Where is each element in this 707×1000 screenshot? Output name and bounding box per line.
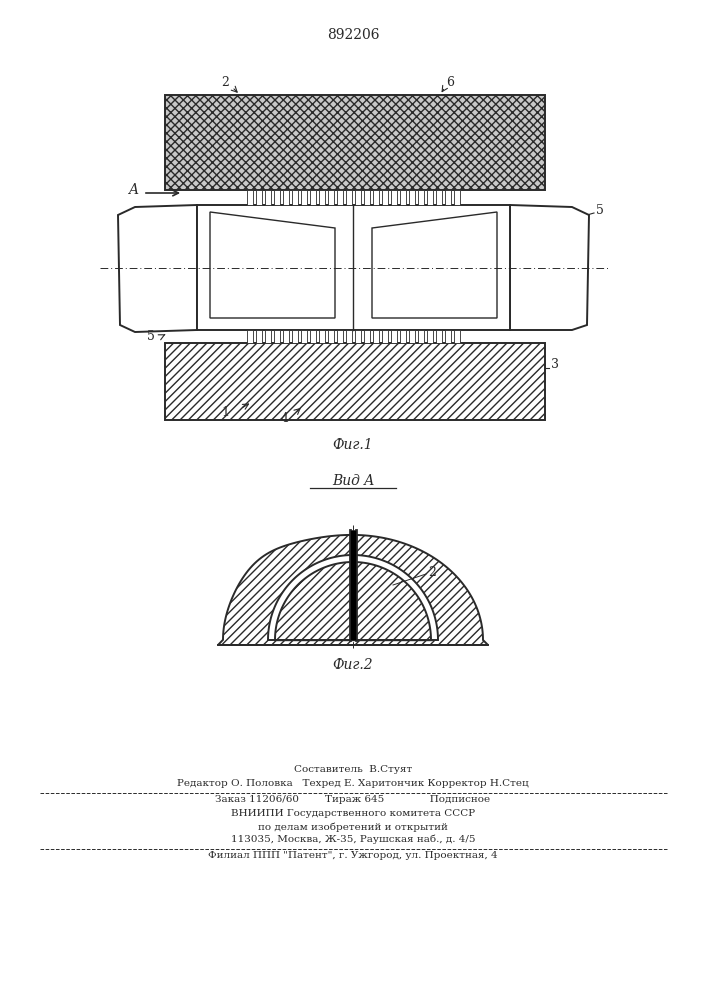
Polygon shape (310, 330, 316, 343)
Polygon shape (350, 530, 356, 640)
Polygon shape (256, 330, 262, 343)
Polygon shape (409, 330, 415, 343)
Polygon shape (265, 330, 271, 343)
Polygon shape (247, 330, 253, 343)
Polygon shape (382, 330, 388, 343)
Polygon shape (418, 330, 424, 343)
Polygon shape (454, 330, 460, 343)
Text: 3: 3 (551, 359, 559, 371)
Text: 5: 5 (147, 330, 155, 344)
Polygon shape (445, 330, 451, 343)
Text: 2: 2 (428, 566, 436, 578)
Polygon shape (283, 330, 289, 343)
Polygon shape (391, 190, 397, 205)
Polygon shape (292, 330, 298, 343)
Polygon shape (210, 212, 335, 318)
Text: 6: 6 (446, 77, 454, 90)
Text: по делам изобретений и открытий: по делам изобретений и открытий (258, 822, 448, 832)
Polygon shape (274, 330, 280, 343)
Text: 892206: 892206 (327, 28, 379, 42)
Text: 2: 2 (221, 77, 229, 90)
Polygon shape (373, 190, 379, 205)
Text: Вид A: Вид A (332, 474, 374, 488)
Polygon shape (275, 562, 431, 640)
Polygon shape (165, 343, 545, 420)
Polygon shape (283, 190, 289, 205)
Polygon shape (337, 190, 343, 205)
Polygon shape (247, 190, 253, 205)
Polygon shape (427, 190, 433, 205)
Polygon shape (382, 190, 388, 205)
Text: Заказ 11206/60        Тираж 645              Подписное: Заказ 11206/60 Тираж 645 Подписное (216, 795, 491, 804)
Polygon shape (445, 190, 451, 205)
Polygon shape (310, 190, 316, 205)
Text: 113035, Москва, Ж-35, Раушская наб., д. 4/5: 113035, Москва, Ж-35, Раушская наб., д. … (230, 835, 475, 844)
Polygon shape (301, 190, 307, 205)
Polygon shape (364, 190, 370, 205)
Polygon shape (268, 555, 438, 640)
Text: ВНИИПИ Государственного комитета СССР: ВНИИПИ Государственного комитета СССР (231, 809, 475, 818)
Polygon shape (301, 330, 307, 343)
Text: Фиг.2: Фиг.2 (333, 658, 373, 672)
Polygon shape (436, 190, 442, 205)
Text: 4: 4 (281, 412, 289, 424)
Text: 1: 1 (221, 406, 229, 418)
Polygon shape (372, 212, 497, 318)
Polygon shape (355, 330, 361, 343)
Text: Филиал ППП "Патент", г. Ужгород, ул. Проектная, 4: Филиал ППП "Патент", г. Ужгород, ул. Про… (208, 851, 498, 860)
Polygon shape (337, 330, 343, 343)
Polygon shape (364, 330, 370, 343)
Polygon shape (197, 205, 510, 330)
Polygon shape (165, 95, 545, 190)
Polygon shape (274, 190, 280, 205)
Polygon shape (346, 330, 352, 343)
Polygon shape (373, 330, 379, 343)
Polygon shape (427, 330, 433, 343)
Polygon shape (218, 535, 488, 645)
Polygon shape (256, 190, 262, 205)
Polygon shape (346, 190, 352, 205)
Polygon shape (355, 190, 361, 205)
Text: 5: 5 (596, 204, 604, 217)
Polygon shape (418, 190, 424, 205)
Polygon shape (454, 190, 460, 205)
Polygon shape (400, 190, 406, 205)
Polygon shape (510, 205, 589, 330)
Polygon shape (400, 330, 406, 343)
Text: Редактор О. Половка   Техред Е. Харитончик Корректор Н.Стец: Редактор О. Половка Техред Е. Харитончик… (177, 779, 529, 788)
Polygon shape (118, 205, 197, 332)
Polygon shape (391, 330, 397, 343)
Polygon shape (328, 330, 334, 343)
Polygon shape (292, 190, 298, 205)
Polygon shape (265, 190, 271, 205)
Text: A: A (128, 183, 138, 197)
Text: Фиг.1: Фиг.1 (333, 438, 373, 452)
Polygon shape (328, 190, 334, 205)
Text: Составитель  В.Стуят: Составитель В.Стуят (294, 765, 412, 774)
Polygon shape (436, 330, 442, 343)
Polygon shape (319, 330, 325, 343)
Polygon shape (409, 190, 415, 205)
Polygon shape (319, 190, 325, 205)
